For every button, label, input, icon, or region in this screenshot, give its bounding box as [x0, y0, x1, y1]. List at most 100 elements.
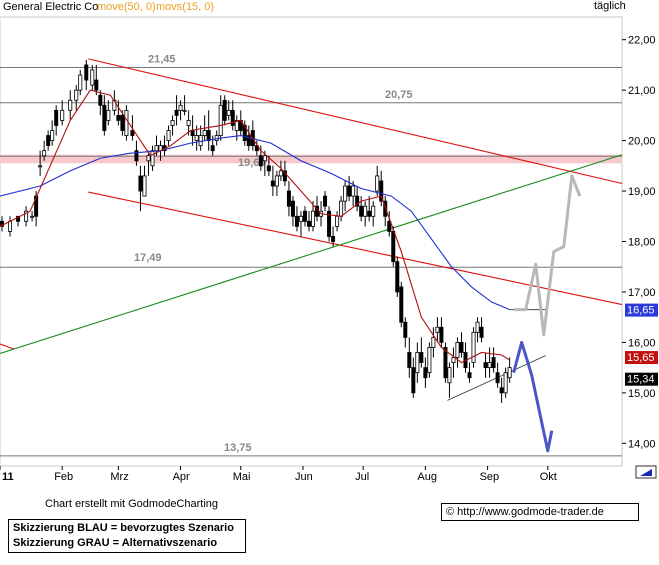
scroll-arrow-icon[interactable] [635, 465, 657, 479]
x-tick-label: Mrz [110, 471, 128, 483]
x-tick-label: Aug [417, 471, 437, 483]
candle-body [483, 362, 488, 369]
candle-body [194, 135, 199, 142]
x-tick-label: Sep [480, 471, 500, 483]
candle-body [226, 109, 231, 116]
candle-body [294, 215, 299, 227]
trend-line [0, 154, 623, 355]
candle-body [451, 357, 456, 363]
candle-body [42, 150, 47, 157]
candle-body [84, 64, 89, 81]
candle-body [503, 372, 508, 394]
candle-body [38, 165, 43, 168]
candle-body [166, 130, 171, 142]
period-label: täglich [594, 0, 626, 12]
candle-body [443, 347, 448, 379]
candle-body [94, 79, 99, 91]
candle-body [234, 120, 239, 131]
candle-body [116, 114, 121, 121]
price-tag-bg [625, 372, 658, 386]
candle-body [258, 155, 263, 167]
candle-body [138, 175, 143, 192]
candle-body [335, 215, 340, 227]
candle-body [302, 210, 307, 222]
x-tick-label: Jul [355, 471, 369, 483]
candle-body [98, 94, 103, 106]
candle-body [230, 109, 235, 126]
candle-body [146, 155, 151, 162]
candle-body [491, 357, 496, 369]
candle-body [102, 104, 107, 131]
candle-body [435, 326, 440, 333]
candle-body [46, 135, 51, 147]
candle-body [355, 195, 360, 207]
candle-body [174, 109, 179, 116]
y-tick-label: 20,00 [628, 136, 656, 148]
candle-body [30, 215, 35, 218]
y-tick-label: 18,00 [628, 237, 656, 249]
candle-body [124, 109, 129, 136]
candle-body [298, 215, 303, 222]
candle-body [395, 261, 400, 293]
candle-body [210, 145, 215, 152]
candle-body [327, 210, 332, 237]
candle-body [347, 185, 352, 197]
price-tag-bg [625, 303, 658, 317]
candle-body [78, 74, 83, 91]
candle-body [459, 341, 464, 353]
candle-body [419, 352, 424, 363]
level-label: 20,75 [385, 89, 413, 101]
candle-body [479, 326, 484, 338]
candle-body [0, 220, 5, 227]
candle-body [323, 195, 328, 207]
candle-body [90, 69, 95, 86]
candle-body [206, 130, 211, 142]
scenario-grey-line [513, 174, 582, 337]
candle-body [475, 321, 480, 333]
candle-body [286, 190, 291, 207]
resistance-zone [0, 154, 622, 164]
candle-body [112, 99, 117, 111]
plot-frame [0, 16, 623, 467]
candle-body [150, 150, 155, 167]
candle-body [8, 220, 13, 232]
candle-body [130, 130, 135, 136]
x-tick-label: Mai [233, 471, 251, 483]
candle-body [190, 130, 195, 136]
candle-body [439, 326, 444, 343]
candle-body [391, 231, 396, 263]
level-label: 21,45 [148, 53, 176, 65]
legend-grey-text: Skizzierung GRAU = Alternativszenario [13, 537, 218, 549]
channel-stub-line [0, 343, 15, 350]
movs-legend: movs(15, 0) [156, 1, 214, 13]
ma15-line [0, 89, 510, 364]
candle-body [246, 135, 251, 147]
candle-body [311, 210, 316, 227]
candle-body [399, 286, 404, 323]
candle-body [170, 120, 175, 126]
y-tick-label: 14,00 [628, 438, 656, 450]
y-tick-label: 21,00 [628, 85, 656, 97]
legend-blue-text: Skizzierung BLAU = bevorzugtes Szenario [13, 522, 234, 534]
candle-body [407, 352, 412, 369]
website-link[interactable]: © http://www.godmode-trader.de [441, 503, 639, 521]
x-tick-label: Apr [173, 471, 190, 483]
candle-body [270, 180, 275, 187]
candle-body [266, 165, 271, 172]
copyright-icon: © [446, 506, 455, 518]
candle-body [467, 372, 472, 379]
website-url[interactable]: http://www.godmode-trader.de [457, 506, 604, 518]
candle-body [16, 215, 21, 222]
candle-body [34, 195, 39, 217]
candle-body [68, 99, 73, 111]
y-tick-label: 16,00 [628, 337, 656, 349]
candle-body [218, 104, 223, 136]
candle-body [339, 200, 344, 217]
candle-body [343, 185, 348, 202]
candle-body [198, 135, 203, 147]
price-tag-label: 16,65 [627, 305, 655, 317]
created-with-text: Chart erstellt mit GodmodeCharting [45, 498, 219, 510]
candle-body [134, 150, 139, 162]
candle-body [371, 205, 376, 217]
